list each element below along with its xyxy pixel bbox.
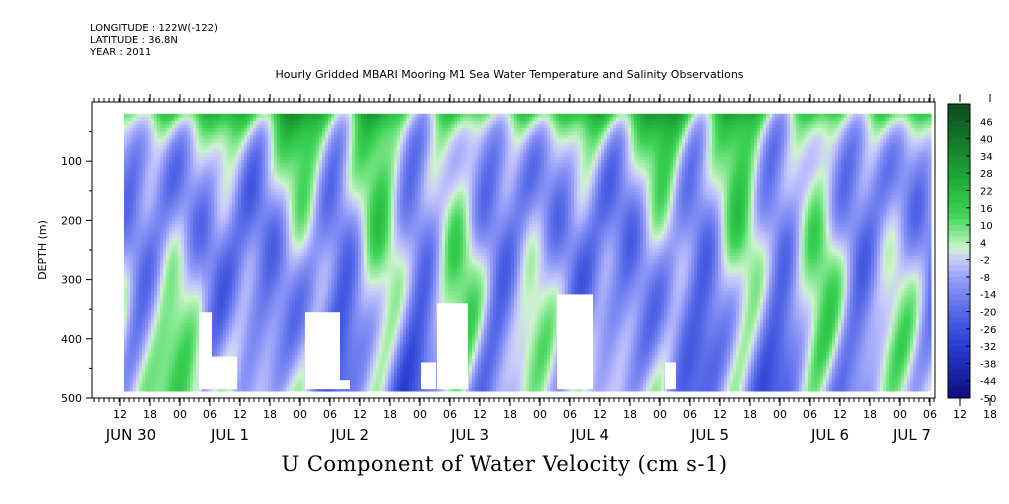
heatmap-cells bbox=[124, 114, 932, 392]
